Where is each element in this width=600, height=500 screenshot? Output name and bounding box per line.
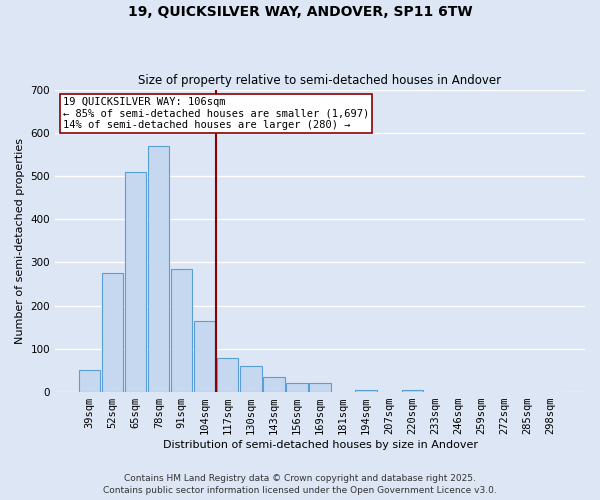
Text: 19 QUICKSILVER WAY: 106sqm
← 85% of semi-detached houses are smaller (1,697)
14%: 19 QUICKSILVER WAY: 106sqm ← 85% of semi… — [63, 97, 369, 130]
Bar — [217, 358, 238, 392]
Bar — [241, 366, 262, 392]
Bar — [286, 384, 308, 392]
Bar — [125, 172, 146, 392]
Title: Size of property relative to semi-detached houses in Andover: Size of property relative to semi-detach… — [139, 74, 502, 87]
Bar — [194, 321, 215, 392]
Text: 19, QUICKSILVER WAY, ANDOVER, SP11 6TW: 19, QUICKSILVER WAY, ANDOVER, SP11 6TW — [128, 5, 472, 19]
Bar — [79, 370, 100, 392]
Bar — [171, 269, 193, 392]
Bar — [310, 384, 331, 392]
Bar — [401, 390, 423, 392]
Bar — [148, 146, 169, 392]
Bar — [355, 390, 377, 392]
Text: Contains HM Land Registry data © Crown copyright and database right 2025.
Contai: Contains HM Land Registry data © Crown c… — [103, 474, 497, 495]
Bar — [102, 273, 124, 392]
X-axis label: Distribution of semi-detached houses by size in Andover: Distribution of semi-detached houses by … — [163, 440, 478, 450]
Bar — [263, 377, 284, 392]
Y-axis label: Number of semi-detached properties: Number of semi-detached properties — [15, 138, 25, 344]
